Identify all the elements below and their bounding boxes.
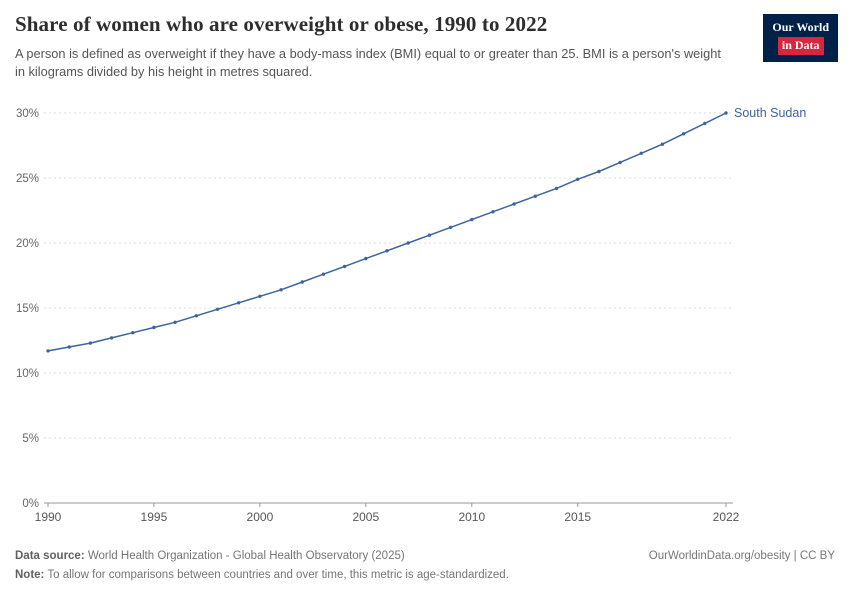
series-end-label: South Sudan xyxy=(734,106,806,120)
data-point[interactable] xyxy=(491,210,495,214)
data-point[interactable] xyxy=(258,294,262,298)
owid-logo-line2: in Data xyxy=(777,37,824,55)
data-point[interactable] xyxy=(639,151,643,155)
data-point[interactable] xyxy=(385,249,389,253)
y-tick-label: 15% xyxy=(16,303,39,315)
data-point[interactable] xyxy=(342,264,347,269)
chart-subtitle: A person is defined as overweight if the… xyxy=(15,46,721,80)
chart-header: Share of women who are overweight or obe… xyxy=(0,0,850,98)
x-tick-label: 2022 xyxy=(713,510,740,524)
data-point[interactable] xyxy=(554,186,559,191)
datasource-label: Data source: xyxy=(15,550,85,562)
data-point[interactable] xyxy=(364,256,368,261)
data-point[interactable] xyxy=(618,160,622,165)
note-text: To allow for comparisons between countri… xyxy=(47,568,509,581)
y-tick-label: 30% xyxy=(16,108,39,120)
data-point[interactable] xyxy=(703,121,707,126)
data-point[interactable] xyxy=(533,194,537,198)
y-tick-label: 10% xyxy=(16,368,39,380)
data-point[interactable] xyxy=(194,314,198,318)
data-point[interactable] xyxy=(215,307,220,311)
x-tick-label: 2000 xyxy=(247,510,274,524)
data-point[interactable] xyxy=(321,272,326,276)
data-point[interactable] xyxy=(300,280,304,284)
chart-area: 0% 5% 10% 15% 20% 25% 30% 1990 1995 2000 2005 2010 2… xyxy=(0,98,850,538)
data-point[interactable] xyxy=(576,177,580,181)
line-chart[interactable]: 0% 5% 10% 15% 20% 25% 30% 1990 1995 2000 2005 2010 2… xyxy=(0,98,850,538)
data-line xyxy=(47,112,727,352)
owid-link[interactable]: OurWorldinData.org/obesity | CC BY xyxy=(648,550,835,562)
data-point[interactable] xyxy=(131,331,135,335)
chart-footer: Data source: World Health Organization -… xyxy=(0,538,850,600)
data-point[interactable] xyxy=(88,341,93,345)
header-text: Share of women who are overweight or obe… xyxy=(15,12,725,81)
page-title: Share of women who are overweight or obe… xyxy=(15,12,548,36)
footer-left: Data source: World Health Organization -… xyxy=(15,547,509,585)
data-point[interactable] xyxy=(109,336,114,340)
y-tick-label: 25% xyxy=(16,173,39,185)
y-tick-label: 20% xyxy=(16,238,39,250)
datasource-line: Data source: World Health Organization -… xyxy=(15,547,509,566)
note-label: Note: xyxy=(15,568,45,581)
data-point[interactable] xyxy=(597,169,601,174)
x-tick-label: 2015 xyxy=(564,510,591,524)
data-point[interactable] xyxy=(512,202,516,206)
datasource-text: World Health Organization - Global Healt… xyxy=(87,550,405,562)
data-point[interactable] xyxy=(173,320,177,324)
data-point[interactable] xyxy=(152,325,156,330)
owid-logo: Our World in Data xyxy=(763,14,838,62)
data-point[interactable] xyxy=(660,142,665,146)
data-point[interactable] xyxy=(448,225,453,230)
note-line: Note: To allow for comparisons between c… xyxy=(15,566,509,585)
x-tick-label: 2005 xyxy=(352,510,379,524)
data-point[interactable] xyxy=(724,111,728,115)
data-point[interactable] xyxy=(237,301,241,305)
data-point[interactable] xyxy=(681,132,686,136)
data-point[interactable] xyxy=(279,288,283,292)
y-tick-label: 0% xyxy=(22,498,39,510)
x-tick-label: 2010 xyxy=(458,510,485,524)
owid-logo-line1: Our World xyxy=(772,20,829,34)
data-point[interactable] xyxy=(67,345,71,349)
x-tick-label: 1995 xyxy=(141,510,168,524)
x-tick-label: 1990 xyxy=(35,510,62,524)
data-point[interactable] xyxy=(46,349,50,353)
data-point[interactable] xyxy=(470,217,474,222)
data-point[interactable] xyxy=(406,241,410,245)
y-tick-label: 5% xyxy=(22,433,39,445)
data-point[interactable] xyxy=(427,233,432,237)
